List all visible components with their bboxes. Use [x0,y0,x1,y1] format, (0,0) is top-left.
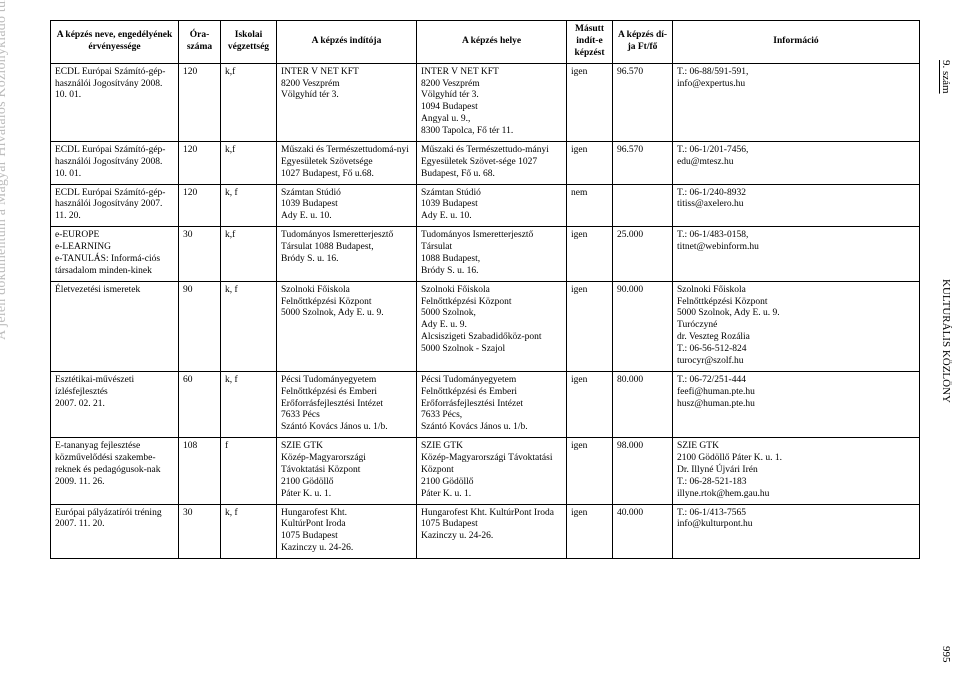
cell-info: T.: 06-72/251-444feefi@human.pte.huhusz@… [673,371,920,437]
col-indito: A képzés indítója [277,21,417,64]
col-hely: A képzés helye [417,21,567,64]
table-header-row: A képzés neve, engedélyének érvényessége… [51,21,920,64]
cell-info: SZIE GTK2100 Gödöllő Páter K. u. 1.Dr. I… [673,438,920,504]
training-table-wrap: A képzés neve, engedélyének érvényessége… [50,20,920,559]
col-info: Információ [673,21,920,64]
cell-info: T.: 06-1/201-7456,edu@mtesz.hu [673,141,920,184]
cell-masutt: igen [567,63,613,141]
cell-name: ECDL Európai Számító-gép-használói Jogos… [51,63,179,141]
cell-indito: SZIE GTKKözép-Magyarországi Távoktatási … [277,438,417,504]
cell-hely: Szolnoki FőiskolaFelnőttképzési Központ5… [417,281,567,371]
cell-ora: 30 [179,227,221,282]
cell-masutt: nem [567,184,613,227]
cell-indito: Szolnoki FőiskolaFelnőttképzési Központ5… [277,281,417,371]
cell-hely: Számtan Stúdió1039 BudapestAdy E. u. 10. [417,184,567,227]
cell-indito: Pécsi TudományegyetemFelnőttképzési és E… [277,371,417,437]
cell-isk: k,f [221,141,277,184]
cell-dij: 96.570 [613,63,673,141]
table-row: E-tananyag fejlesztése közművelődési sza… [51,438,920,504]
cell-dij: 40.000 [613,504,673,559]
table-row: Európai pályázatírói tréning2007. 11. 20… [51,504,920,559]
cell-indito: Hungarofest Kht.KultúrPont Iroda1075 Bud… [277,504,417,559]
watermark-text: A jelen dokumentum a Magyar Hivatalos Kö… [0,0,10,340]
cell-dij: 96.570 [613,141,673,184]
cell-masutt: igen [567,141,613,184]
table-row: ECDL Európai Számító-gép-használói Jogos… [51,184,920,227]
cell-name: Európai pályázatírói tréning2007. 11. 20… [51,504,179,559]
cell-ora: 60 [179,371,221,437]
table-row: Életvezetési ismeretek90k, fSzolnoki Fői… [51,281,920,371]
col-isk: Iskolai végzettség [221,21,277,64]
cell-indito: INTER V NET KFT8200 VeszprémVölgyhíd tér… [277,63,417,141]
table-row: Esztétikai-művészeti ízlésfejlesztés2007… [51,371,920,437]
cell-ora: 120 [179,184,221,227]
cell-info: T.: 06-1/483-0158,titnet@webinform.hu [673,227,920,282]
cell-hely: Hungarofest Kht. KultúrPont Iroda1075 Bu… [417,504,567,559]
cell-ora: 120 [179,63,221,141]
cell-ora: 120 [179,141,221,184]
cell-isk: f [221,438,277,504]
cell-masutt: igen [567,227,613,282]
table-row: e-EUROPEe-LEARNINGe-TANULÁS: Informá-ció… [51,227,920,282]
cell-isk: k, f [221,371,277,437]
cell-info: T.: 06-88/591-591,info@expertus.hu [673,63,920,141]
cell-masutt: igen [567,504,613,559]
col-masutt: Másutt indít-e képzést [567,21,613,64]
col-ora: Óra-száma [179,21,221,64]
cell-name: e-EUROPEe-LEARNINGe-TANULÁS: Informá-ció… [51,227,179,282]
cell-name: E-tananyag fejlesztése közművelődési sza… [51,438,179,504]
cell-dij: 25.000 [613,227,673,282]
page-number: 995 [940,646,952,663]
cell-info: T.: 06-1/240-8932titiss@axelero.hu [673,184,920,227]
table-row: ECDL Európai Számító-gép-használói Jogos… [51,63,920,141]
cell-indito: Műszaki és Természettudomá-nyi Egyesület… [277,141,417,184]
cell-info: Szolnoki FőiskolaFelnőttképzési Központ5… [673,281,920,371]
cell-hely: SZIE GTKKözép-Magyarországi Távoktatási … [417,438,567,504]
cell-dij [613,184,673,227]
col-dij: A képzés dí-ja Ft/fő [613,21,673,64]
cell-indito: Tudományos Ismeretterjesztő Társulat 108… [277,227,417,282]
col-name: A képzés neve, engedélyének érvényessége [51,21,179,64]
cell-name: ECDL Európai Számító-gép-használói Jogos… [51,141,179,184]
cell-hely: Tudományos Ismeretterjesztő Társulat1088… [417,227,567,282]
page-journal-title: KULTURÁLIS KÖZLÖNY [940,279,952,403]
cell-masutt: igen [567,438,613,504]
cell-name: Esztétikai-művészeti ízlésfejlesztés2007… [51,371,179,437]
cell-isk: k,f [221,63,277,141]
cell-ora: 108 [179,438,221,504]
cell-isk: k,f [221,227,277,282]
cell-indito: Számtan Stúdió1039 BudapestAdy E. u. 10. [277,184,417,227]
cell-dij: 90.000 [613,281,673,371]
cell-dij: 80.000 [613,371,673,437]
cell-hely: Pécsi TudományegyetemFelnőttképzési és E… [417,371,567,437]
cell-ora: 30 [179,504,221,559]
cell-info: T.: 06-1/413-7565info@kulturpont.hu [673,504,920,559]
cell-name: ECDL Európai Számító-gép-használói Jogos… [51,184,179,227]
cell-isk: k, f [221,504,277,559]
cell-isk: k, f [221,281,277,371]
cell-masutt: igen [567,281,613,371]
cell-isk: k, f [221,184,277,227]
page-issue-number: 9. szám [940,60,952,94]
cell-name: Életvezetési ismeretek [51,281,179,371]
cell-masutt: igen [567,371,613,437]
cell-dij: 98.000 [613,438,673,504]
table-row: ECDL Európai Számító-gép-használói Jogos… [51,141,920,184]
training-table: A képzés neve, engedélyének érvényessége… [50,20,920,559]
cell-ora: 90 [179,281,221,371]
cell-hely: Műszaki és Természettudo-mányi Egyesület… [417,141,567,184]
cell-hely: INTER V NET KFT8200 VeszprémVölgyhíd tér… [417,63,567,141]
